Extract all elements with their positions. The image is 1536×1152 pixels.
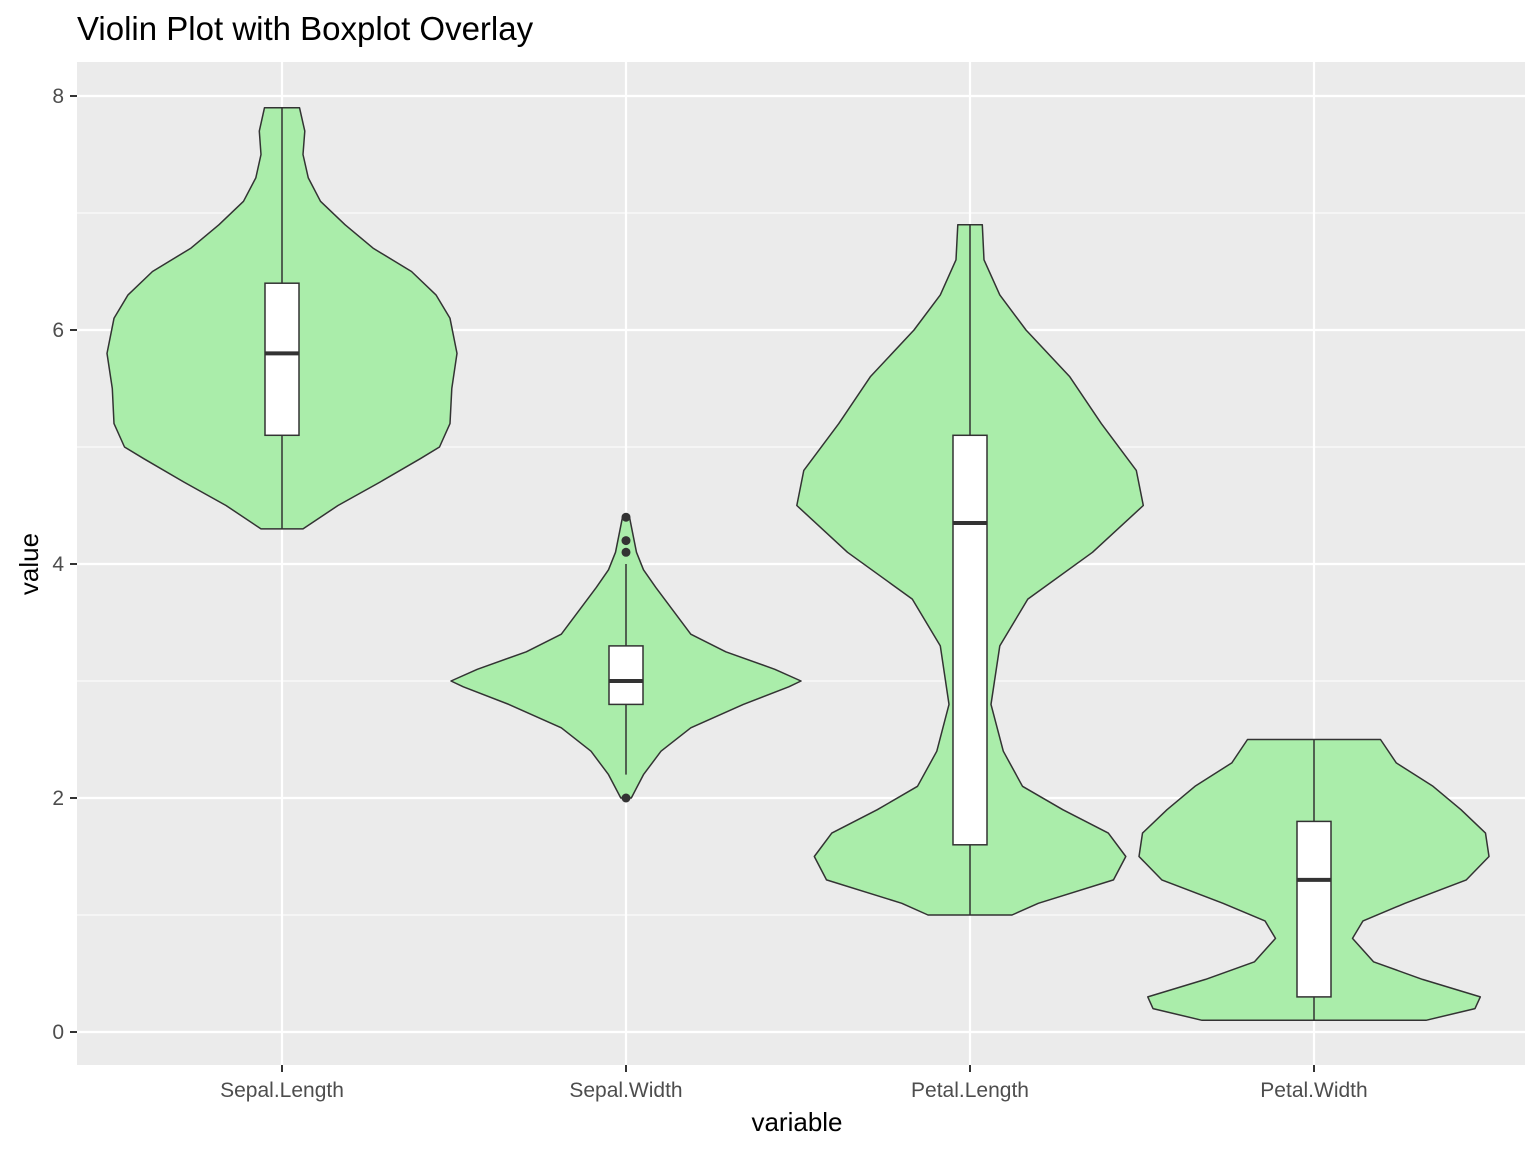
x-axis: Sepal.Length Sepal.Width Petal.Length Petal… — [220, 1065, 1368, 1102]
y-tick-label: 4 — [52, 553, 64, 576]
y-axis-title: value — [14, 533, 44, 595]
box-iqr — [264, 282, 300, 437]
y-axis: 0 2 4 6 8 — [52, 85, 77, 1044]
x-tick-label: Sepal.Width — [569, 1079, 682, 1102]
x-tick-label: Petal.Length — [911, 1079, 1029, 1102]
y-tick-label: 6 — [52, 319, 64, 342]
outlier-point — [621, 547, 631, 557]
boxplot — [264, 107, 300, 529]
boxplot — [1296, 739, 1332, 1021]
y-tick-label: 2 — [52, 787, 64, 810]
box-iqr — [952, 434, 988, 846]
x-axis-title: variable — [751, 1107, 842, 1137]
boxplot — [952, 224, 988, 915]
x-tick-label: Petal.Width — [1260, 1079, 1367, 1102]
boxplot — [608, 512, 644, 803]
outlier-point — [621, 536, 631, 546]
y-tick-label: 8 — [52, 85, 64, 108]
x-tick-label: Sepal.Length — [220, 1079, 344, 1102]
outlier-point — [621, 793, 631, 803]
box-iqr — [608, 645, 644, 706]
outlier-point — [621, 512, 631, 522]
y-tick-label: 0 — [52, 1021, 64, 1044]
chart-title: Violin Plot with Boxplot Overlay — [77, 10, 534, 47]
box-iqr — [1296, 820, 1332, 998]
boxplots — [264, 107, 1332, 1021]
